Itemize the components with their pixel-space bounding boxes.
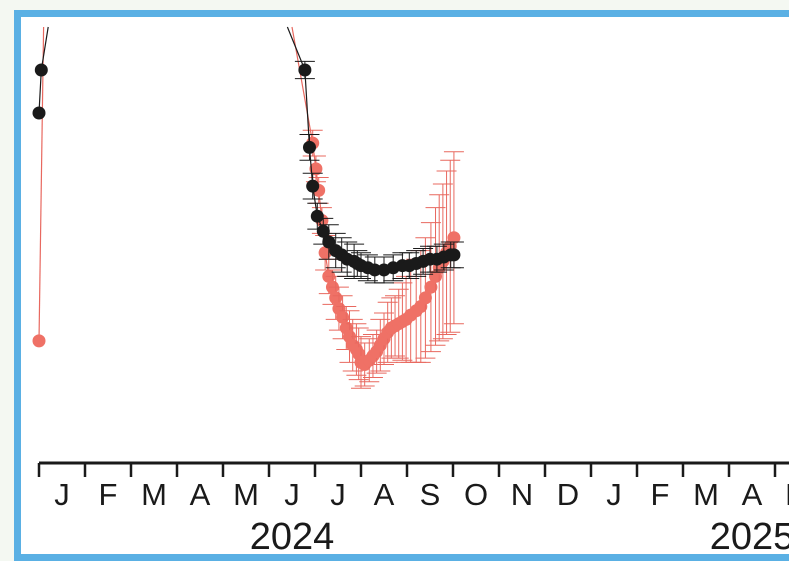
data-point (447, 231, 461, 245)
data-point (34, 63, 48, 77)
series-layer (32, 26, 464, 389)
month-label: D (557, 477, 579, 512)
data-point (309, 162, 323, 176)
chart-frame: JFMAMJJASONDJFMAM20242025 (14, 10, 789, 561)
data-point (298, 63, 312, 77)
data-point (418, 291, 432, 305)
month-label: M (233, 477, 259, 512)
data-point (316, 224, 330, 238)
data-point (302, 140, 316, 154)
month-label: N (511, 477, 533, 512)
month-label: M (785, 477, 789, 512)
month-label: S (420, 477, 441, 512)
series-0 (32, 26, 464, 389)
data-point (368, 263, 382, 277)
x-axis: JFMAMJJASONDJFMAM20242025 (37, 461, 789, 558)
year-label: 2025 (710, 516, 789, 558)
month-label: A (374, 477, 395, 512)
month-label: A (190, 477, 211, 512)
month-label: M (693, 477, 719, 512)
data-point (447, 248, 461, 262)
month-label: M (141, 477, 167, 512)
data-point (306, 179, 320, 193)
data-point (32, 334, 46, 348)
data-point (424, 280, 438, 294)
month-label: J (54, 477, 70, 512)
scatter-plot: JFMAMJJASONDJFMAM20242025 (32, 26, 789, 558)
month-label: O (464, 477, 488, 512)
month-label: J (284, 477, 300, 512)
month-label: J (606, 477, 622, 512)
series-0-line-0 (38, 26, 45, 341)
series-1 (32, 26, 464, 284)
month-label: F (99, 477, 118, 512)
month-label: A (742, 477, 763, 512)
month-label: F (651, 477, 670, 512)
data-point (32, 106, 46, 120)
year-label: 2024 (250, 516, 335, 558)
data-point (310, 209, 324, 223)
month-label: J (330, 477, 346, 512)
